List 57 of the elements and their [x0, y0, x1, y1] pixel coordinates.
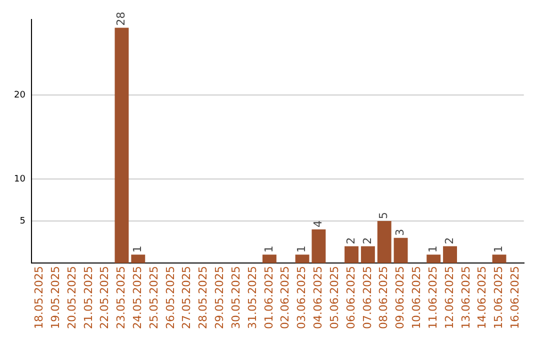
- x-tick-label: 01.06.2025: [262, 266, 276, 330]
- x-tick-label: 12.06.2025: [442, 266, 456, 330]
- x-tick-label: 25.05.2025: [147, 266, 160, 330]
- data-label: 5: [377, 212, 390, 220]
- bar: [262, 254, 276, 264]
- x-tick-label: 14.06.2025: [476, 266, 489, 330]
- data-label: 1: [426, 246, 440, 253]
- x-tick-label: 29.05.2025: [213, 266, 226, 330]
- y-tick-label: 10: [14, 174, 26, 184]
- x-tick-label: 22.05.2025: [98, 266, 112, 330]
- x-tick-label: 18.05.2025: [32, 266, 46, 330]
- x-tick-label: 26.05.2025: [164, 266, 177, 330]
- x-tick-label: 20.05.2025: [65, 266, 78, 330]
- bar: [312, 229, 326, 264]
- bar: [394, 238, 408, 264]
- x-tick-label: 03.06.2025: [295, 266, 308, 330]
- x-tick-label: 09.06.2025: [394, 266, 407, 330]
- x-tick-label: 23.05.2025: [114, 266, 128, 330]
- data-label: 4: [312, 220, 325, 228]
- x-tick-label: 05.06.2025: [328, 266, 341, 330]
- x-tick-label: 04.06.2025: [312, 266, 325, 330]
- x-tick-label: 02.06.2025: [278, 266, 292, 330]
- x-tick-label: 08.06.2025: [377, 266, 390, 330]
- data-label: 2: [344, 237, 358, 244]
- x-tick-label: 27.05.2025: [180, 266, 194, 330]
- bar: [344, 246, 358, 264]
- x-tick-label: 15.06.2025: [492, 266, 506, 330]
- x-tick-label: 21.05.2025: [82, 266, 95, 330]
- data-label: 1: [295, 246, 308, 253]
- data-label: 28: [114, 12, 128, 26]
- bar: [443, 246, 457, 264]
- bar: [426, 254, 441, 264]
- x-tick-label: 06.06.2025: [344, 266, 358, 330]
- y-tick-label: 20: [14, 90, 26, 100]
- data-label: 1: [262, 246, 276, 253]
- x-tick-label: 13.06.2025: [459, 266, 472, 330]
- x-tick-label: 30.05.2025: [229, 266, 242, 330]
- x-tick-label: 11.06.2025: [426, 266, 440, 330]
- x-tick-label: 16.06.2025: [508, 266, 522, 330]
- x-tick-label: 07.06.2025: [360, 266, 374, 330]
- data-label: 1: [492, 246, 506, 253]
- data-label: 3: [394, 228, 407, 236]
- bar: [114, 28, 129, 264]
- x-tick-label: 24.05.2025: [131, 266, 144, 330]
- x-tick-label: 19.05.2025: [48, 266, 62, 330]
- bar: [295, 254, 310, 264]
- data-label: 2: [360, 237, 374, 244]
- bar: [492, 254, 506, 264]
- bar: [131, 254, 146, 264]
- data-label: 2: [442, 237, 456, 244]
- bar: [377, 221, 392, 264]
- x-tick-label: 28.05.2025: [196, 266, 210, 330]
- x-tick-label: 10.06.2025: [410, 266, 424, 330]
- bar: [360, 246, 375, 264]
- x-tick-label: 31.05.2025: [246, 266, 259, 330]
- data-label: 1: [131, 246, 144, 253]
- y-tick-label: 5: [20, 216, 26, 226]
